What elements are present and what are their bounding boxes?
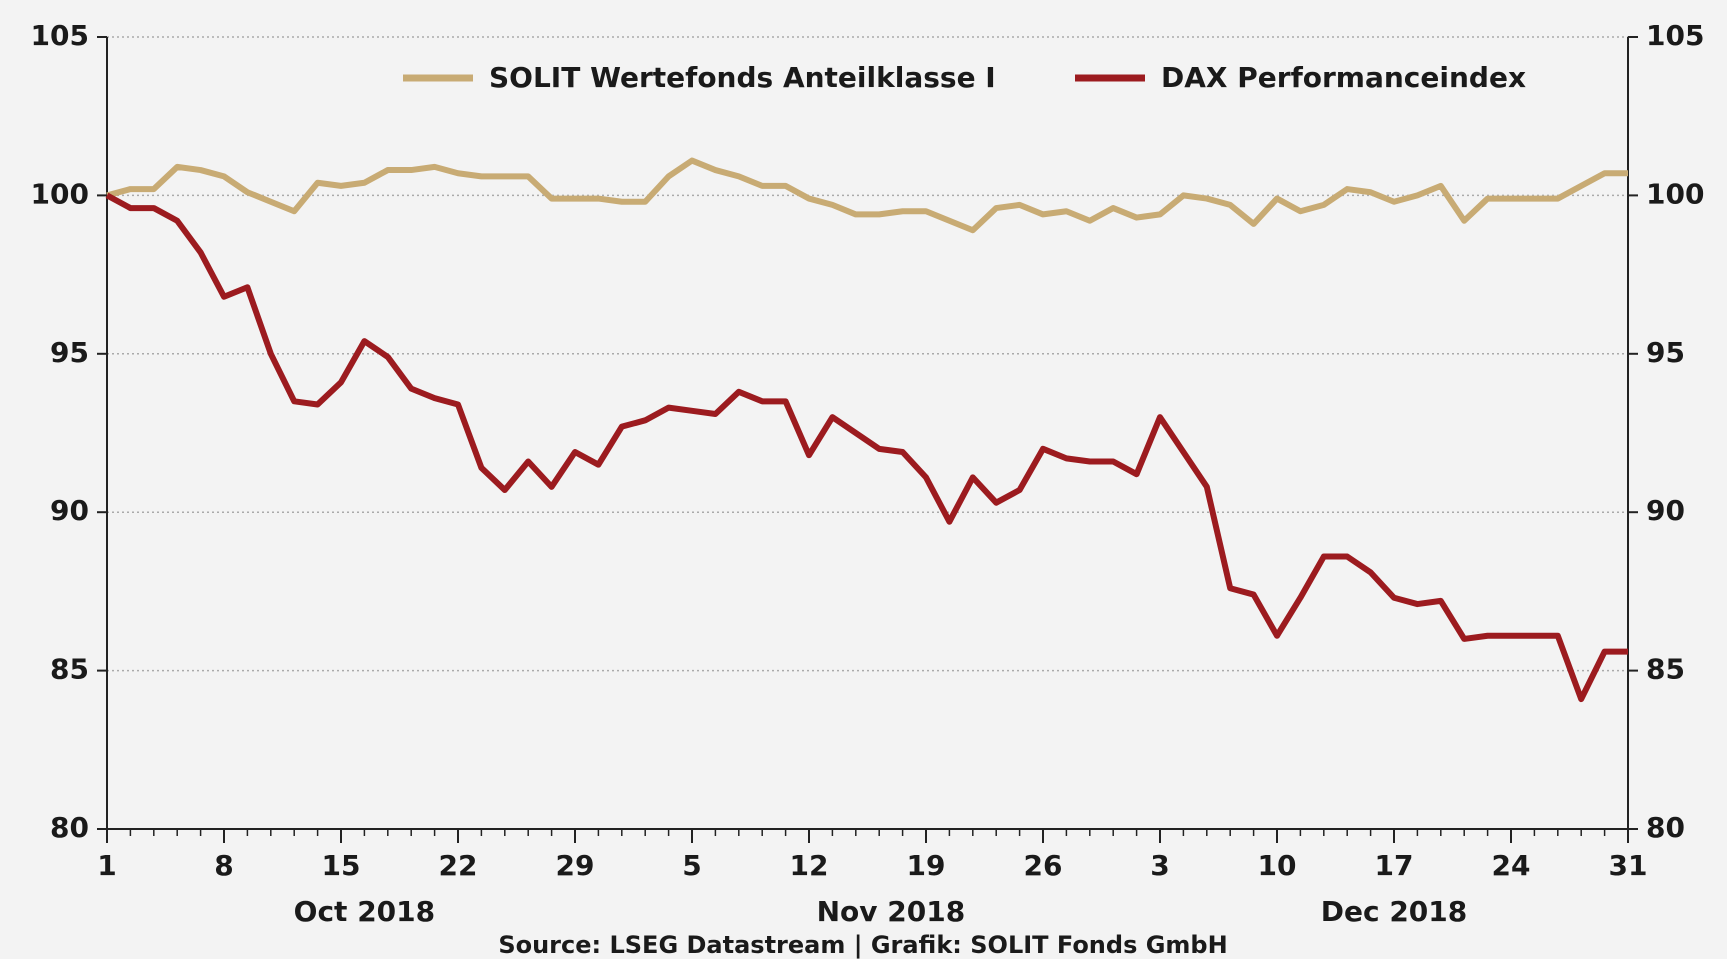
y2-tick-label: 100 [1646, 177, 1704, 210]
x-tick-label: 22 [439, 849, 478, 882]
x-tick-label: 17 [1375, 849, 1414, 882]
x-tick-label: 1 [97, 849, 116, 882]
x-tick-label: 24 [1492, 849, 1531, 882]
y2-tick-label: 85 [1646, 653, 1685, 686]
month-label: Nov 2018 [817, 895, 966, 928]
y2-tick-label: 90 [1646, 494, 1685, 527]
x-tick-label: 19 [907, 849, 946, 882]
x-tick-label: 29 [556, 849, 595, 882]
legend-label: DAX Performanceindex [1161, 61, 1526, 94]
x-tick-label: 10 [1258, 849, 1297, 882]
line-series [106, 157, 1628, 234]
month-label: Oct 2018 [294, 895, 435, 928]
x-tick-label: 3 [1150, 849, 1169, 882]
x-tick-label: 15 [322, 849, 361, 882]
source: Source: LSEG Datastream | Grafik: SOLIT … [498, 931, 1227, 959]
y2-tick-label: 95 [1646, 336, 1685, 369]
x-tick-label: 12 [790, 849, 829, 882]
x-tick-label: 8 [214, 849, 233, 882]
line-series [105, 192, 1628, 703]
y-tick-label: 95 [50, 336, 89, 369]
month-label: Dec 2018 [1321, 895, 1468, 928]
y2-tick-label: 80 [1646, 811, 1685, 844]
x-tick-label: 31 [1609, 849, 1648, 882]
x-tick-label: 26 [1024, 849, 1063, 882]
y-tick-label: 90 [50, 494, 89, 527]
y-tick-label: 85 [50, 653, 89, 686]
y-tick-label: 100 [31, 177, 89, 210]
legend-label: SOLIT Wertefonds Anteilklasse I [489, 61, 996, 94]
y2-tick-label: 105 [1646, 19, 1704, 52]
y-tick-label: 80 [50, 811, 89, 844]
x-tick-label: 5 [682, 849, 701, 882]
y-tick-label: 105 [31, 19, 89, 52]
